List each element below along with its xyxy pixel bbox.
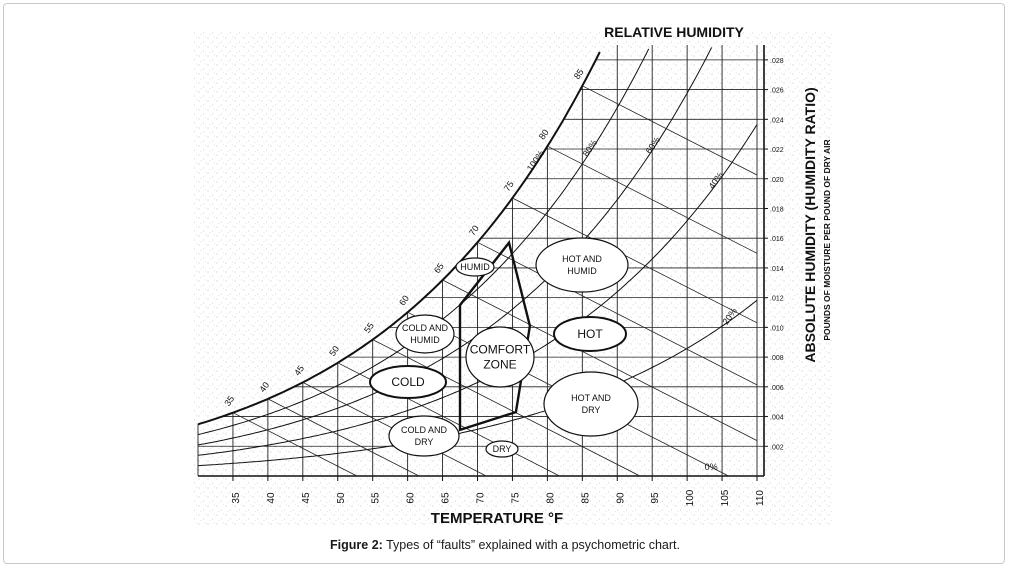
hot-and-dry-region xyxy=(543,371,639,437)
hot-label: HOT xyxy=(577,327,603,341)
x-tick-label: 100 xyxy=(685,489,696,506)
hot-and-humid-label: HOT AND xyxy=(562,254,602,264)
x-tick-label: 70 xyxy=(476,492,487,504)
x-tick-label: 85 xyxy=(580,492,591,504)
y-tick-label: .028 xyxy=(770,58,784,65)
wet-bulb-label: 45 xyxy=(292,364,306,378)
rh-label: 0% xyxy=(705,462,718,472)
x-tick-label: 75 xyxy=(510,492,521,504)
x-tick-label: 90 xyxy=(615,492,626,504)
x-tick-label: 105 xyxy=(720,489,731,506)
y-tick-label: .006 xyxy=(770,385,784,392)
wet-bulb-line xyxy=(582,85,758,176)
x-tick-label: 80 xyxy=(545,492,556,504)
rh-curve xyxy=(197,124,758,456)
caption-text: Types of “faults” explained with a psych… xyxy=(386,538,680,552)
wet-bulb-line xyxy=(267,398,420,477)
saturation-curve xyxy=(197,51,601,426)
wet-bulb-label: 70 xyxy=(467,223,481,237)
rh-curve xyxy=(197,47,713,446)
cold-and-humid-label: COLD AND xyxy=(402,323,449,333)
rh-curve xyxy=(197,299,758,467)
wet-bulb-label: 75 xyxy=(502,179,516,193)
x-tick-label: 65 xyxy=(441,492,452,504)
wet-bulb-label: 55 xyxy=(362,321,376,335)
cold-and-dry-region xyxy=(388,415,460,457)
y-tick-label: .012 xyxy=(770,296,784,303)
dry-label: DRY xyxy=(493,444,512,454)
x-tick-label: 55 xyxy=(371,492,382,504)
dry-region xyxy=(485,440,519,458)
x-tick-label: 40 xyxy=(266,492,277,504)
y-tick-label: .014 xyxy=(770,266,784,273)
y-tick-label: .024 xyxy=(770,117,784,124)
cold-label: COLD xyxy=(391,375,425,389)
x-tick-label: 110 xyxy=(755,490,766,506)
y-tick-label: .010 xyxy=(770,325,784,332)
y-tick-label: .004 xyxy=(770,415,784,422)
y-tick-label: .022 xyxy=(770,147,784,154)
hot-and-humid-label: HUMID xyxy=(567,266,597,276)
x-tick-label: 95 xyxy=(650,492,661,504)
cold-and-dry-label: DRY xyxy=(415,437,434,447)
wet-bulb-line xyxy=(232,412,358,477)
hot-and-dry-label: HOT AND xyxy=(571,393,611,403)
y-tick-label: .016 xyxy=(770,236,784,243)
wet-bulb-line xyxy=(372,339,641,477)
comfort-zone-outline xyxy=(458,240,532,432)
wet-bulb-label: 60 xyxy=(397,293,411,307)
wet-bulb-line xyxy=(512,197,758,324)
chart-title: RELATIVE HUMIDITY xyxy=(604,24,744,40)
wet-bulb-line xyxy=(547,145,758,254)
cold-and-humid-label: HUMID xyxy=(410,335,440,345)
x-tick-label: 35 xyxy=(231,492,242,504)
wet-bulb-line xyxy=(442,279,758,441)
humid-label: HUMID xyxy=(460,262,490,272)
figure-caption: Figure 2: Types of “faults” explained wi… xyxy=(0,538,1010,552)
x-tick-label: 50 xyxy=(336,492,347,504)
x-tick-label: 45 xyxy=(301,492,312,504)
wet-bulb-label: 40 xyxy=(257,380,271,394)
y-tick-label: .008 xyxy=(770,355,784,362)
hot-and-humid-region xyxy=(535,237,629,293)
y-axis-sublabel: POUNDS OF MOISTURE PER POUND OF DRY AIR xyxy=(822,139,832,340)
wet-bulb-label: 85 xyxy=(572,67,586,81)
caption-label: Figure 2: xyxy=(330,538,383,552)
cold-region xyxy=(369,365,447,399)
wet-bulb-label: 80 xyxy=(537,127,551,141)
y-tick-label: .002 xyxy=(770,444,784,451)
humid-region xyxy=(455,257,495,277)
hot-region xyxy=(553,316,627,352)
wet-bulb-line xyxy=(477,241,758,386)
y-tick-label: .026 xyxy=(770,88,784,95)
hot-and-dry-label: DRY xyxy=(582,405,601,415)
y-tick-label: .020 xyxy=(770,177,784,184)
x-tick-label: 60 xyxy=(406,492,417,504)
y-tick-label: .018 xyxy=(770,206,784,213)
comfort-zone-label: COMFORT xyxy=(470,343,531,357)
wet-bulb-label: 50 xyxy=(327,344,341,358)
y-axis-label: ABSOLUTE HUMIDITY (HUMIDITY RATIO) xyxy=(802,87,818,362)
x-axis-label: TEMPERATURE °F xyxy=(431,510,563,527)
cold-and-dry-label: COLD AND xyxy=(401,425,448,435)
wet-bulb-label: 65 xyxy=(432,261,446,275)
comfort-zone-label: ZONE xyxy=(483,358,516,372)
comfort-zone-region xyxy=(465,326,535,388)
wet-bulb-label: 35 xyxy=(222,394,236,408)
cold-and-humid-region xyxy=(395,314,455,354)
